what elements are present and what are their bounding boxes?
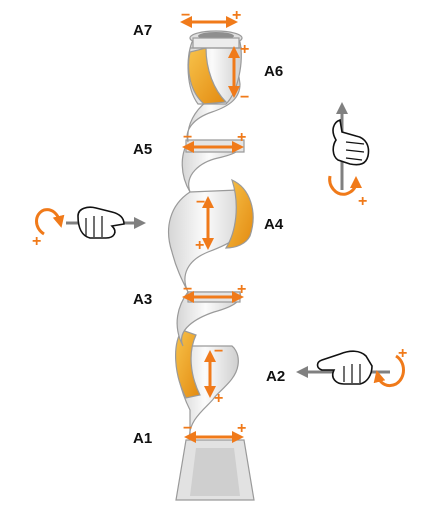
a2-plus-sign: +	[214, 390, 223, 407]
a5-minus-sign: −	[183, 129, 192, 146]
axis-label-a5: A5	[133, 141, 153, 158]
thumb-left-plus-sign: +	[32, 233, 41, 250]
a5-plus-sign: +	[237, 129, 246, 146]
axis-label-a2: A2	[266, 368, 286, 385]
thumb-left-rotation-icon	[35, 206, 146, 239]
a1-plus-sign: +	[237, 420, 246, 437]
a7-plus-sign: +	[232, 7, 241, 24]
axis-label-a1: A1	[133, 430, 153, 447]
axis-label-a4: A4	[264, 216, 284, 233]
a1-minus-sign: −	[183, 420, 192, 437]
thumb-up-rotation-icon	[328, 102, 370, 196]
thumb-right-rotation-icon	[296, 350, 405, 388]
axis-label-a6: A6	[264, 63, 284, 80]
axis-signs: − + + − − + − + − + − + − + + + +	[32, 7, 407, 437]
a4-minus-sign: −	[196, 194, 205, 211]
cover-a2	[175, 329, 201, 399]
thumb-up-plus-sign: +	[358, 193, 367, 210]
a2-minus-sign: −	[214, 343, 223, 360]
a7-minus-sign: −	[181, 7, 190, 24]
thumb-right-plus-sign: +	[398, 345, 407, 362]
a3-plus-sign: +	[237, 281, 246, 298]
motion-arrows	[180, 15, 244, 443]
a6-minus-sign: −	[240, 89, 249, 106]
cover-a4	[224, 178, 254, 249]
a6-plus-sign: +	[240, 41, 249, 58]
a4-plus-sign: +	[195, 237, 204, 254]
a3-minus-sign: −	[183, 281, 192, 298]
axis-label-a7: A7	[133, 22, 153, 39]
cover-a6	[187, 47, 228, 105]
axis-label-a3: A3	[133, 291, 153, 308]
